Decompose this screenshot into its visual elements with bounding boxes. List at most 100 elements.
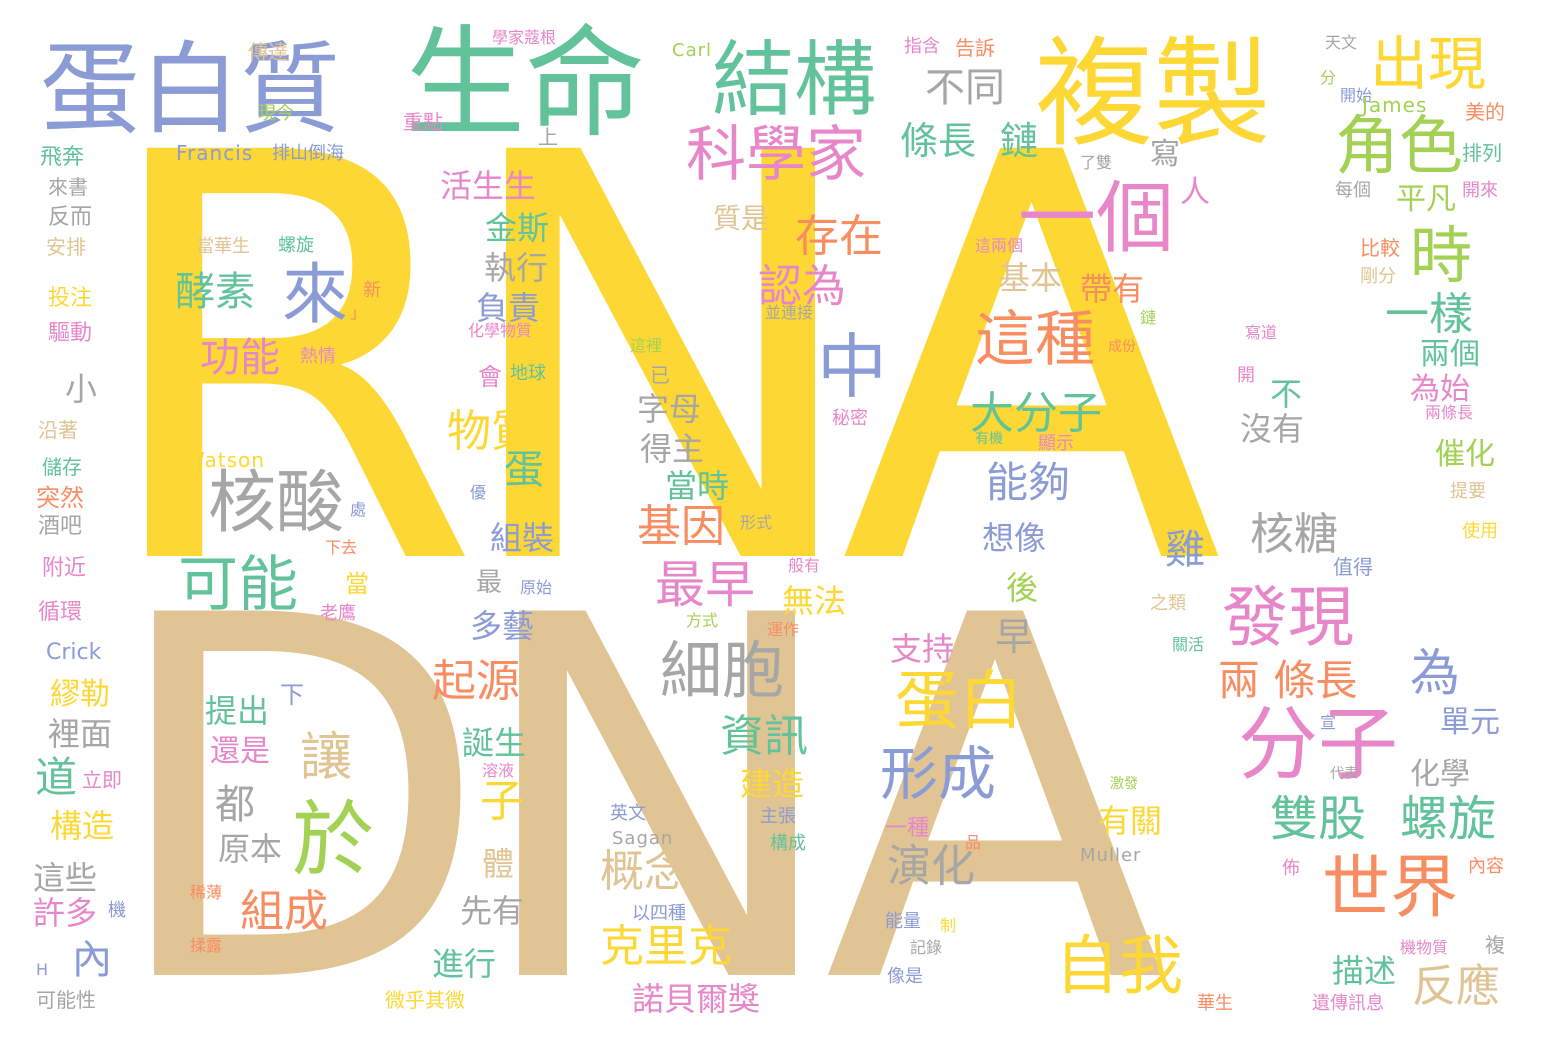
word-xiaqu: 下去 (325, 538, 358, 557)
word-bingliangjie: 並連接 (765, 303, 814, 322)
word-zhi: 制 (940, 916, 957, 935)
word-fenzi: 分子 (1238, 698, 1398, 791)
word-yingwen: 英文 (610, 803, 646, 824)
word-gainian: 概念 (600, 846, 688, 897)
word-mimi: 秘密 (832, 408, 868, 429)
word-xibo: 稀薄 (190, 883, 223, 902)
word-paishan: 排山倒海 (272, 143, 344, 164)
word-fujin: 附近 (42, 556, 87, 581)
word-limian: 裡面 (48, 715, 113, 753)
word-kai: 開 (1237, 365, 1255, 386)
word-huoshengsheng: 活生生 (440, 167, 537, 205)
word-chucun: 儲存 (42, 455, 82, 479)
word-dafenzi: 大分子 (970, 388, 1102, 439)
word-zhezhong: 這種 (975, 305, 1095, 375)
word-jianzao: 建造 (740, 765, 805, 803)
word-hou: 後 (1006, 569, 1039, 607)
word-huaxue: 化學 (1410, 757, 1470, 792)
word-xuan: 宣 (1320, 713, 1337, 732)
word-weishi: 為始 (1410, 372, 1470, 407)
word-zhishi: 質是 (713, 202, 770, 235)
word-yu: 於 (292, 793, 375, 888)
word-zucheng: 組成 (240, 886, 328, 937)
word-pailie: 排列 (1462, 141, 1502, 165)
word-shiyong: 使用 (1462, 521, 1498, 542)
word-daibiao: 代表 (1330, 766, 1358, 782)
word-nengliang: 能量 (885, 911, 921, 932)
word-chuanda: 傳達 (248, 40, 288, 64)
word-meige: 每個 (1335, 180, 1371, 201)
word-nei: 內 (72, 937, 112, 983)
word-wei: 為 (1410, 644, 1460, 702)
word-dan: 蛋 (504, 447, 544, 493)
word-zhixing: 執行 (484, 249, 549, 287)
word-zhuzhang: 主張 (760, 806, 796, 827)
word-pingfan: 平凡 (1396, 182, 1456, 217)
word-xingcheng: 形成 (880, 740, 997, 808)
word-zheli: 這裡 (630, 336, 663, 355)
word-touzhu: 投注 (48, 286, 93, 311)
word-h: H (36, 960, 49, 979)
word-liji: 立即 (82, 768, 122, 792)
word-ren: 人 (1180, 175, 1210, 210)
word-laishu: 來書 (48, 175, 88, 199)
word-xin: 新 (363, 280, 381, 301)
word-danbaizhi: 蛋白質 (40, 31, 340, 148)
word-crick: Crick (46, 640, 102, 665)
word-hui: 會 (478, 363, 502, 391)
word-chu: 處 (350, 500, 367, 519)
word-diqiu: 地球 (510, 363, 546, 384)
word-faner: 反而 (48, 205, 93, 230)
word-jilu: 記錄 (910, 938, 943, 957)
word-gangfen: 剛分 (1360, 266, 1396, 287)
word-dangshi: 當時 (665, 467, 730, 505)
word-zhexie: 這些 (33, 859, 98, 897)
word-jiaosu: 酵素 (175, 269, 255, 315)
word-tiyao: 提要 (1450, 481, 1486, 502)
word-qudong: 驅動 (48, 321, 93, 346)
word-huaxuewuzhi: 化學物質 (468, 321, 533, 340)
word-yichuan: 遺傳訊息 (1312, 993, 1384, 1014)
word-xuejia: 學家蔻根 (492, 28, 557, 47)
word-dou: 都 (215, 782, 255, 828)
word-zuzhuang: 組裝 (490, 519, 555, 557)
word-nuobeier: 諾貝爾獎 (632, 980, 761, 1018)
word-feiben: 飛奔 (40, 145, 85, 170)
word-shijie: 世界 (1322, 849, 1459, 928)
word-keneng: 可能 (178, 550, 298, 620)
word-zhilei: 之類 (1150, 593, 1186, 614)
word-jinxing: 進行 (432, 945, 497, 983)
word-ti: 體 (482, 845, 515, 883)
word-zhong: 中 (817, 326, 887, 408)
word-yiyang: 一樣 (1385, 289, 1473, 340)
word-zhichi: 支持 (890, 630, 955, 668)
word-dang2: 當華生 (196, 236, 250, 257)
word-youji: 有機 (975, 431, 1003, 447)
word-rang: 讓 (300, 728, 353, 788)
word-jiyin: 基因 (637, 501, 725, 552)
word-shengming: 生命 (405, 15, 645, 154)
word-kaishi: 開始 (1340, 86, 1373, 105)
word-tiaochu: 提出 (205, 692, 270, 730)
word-jifa: 激發 (1110, 776, 1138, 792)
word-reqing: 熱情 (300, 346, 336, 367)
word-dezhu: 得主 (640, 430, 705, 468)
word-renwei: 認為 (758, 261, 846, 312)
word-xianshi: 顯示 (1038, 433, 1074, 454)
word-cuihua: 催化 (1435, 437, 1495, 472)
word-francis: Francis (176, 141, 254, 165)
word-xianyou: 先有 (460, 892, 525, 930)
word-goucheng: 構成 (770, 833, 806, 854)
word-tiaochang: 條長 (900, 119, 977, 163)
word-duoyi: 多藝 (470, 607, 535, 645)
word-zixun: 資訊 (720, 711, 808, 762)
word-liangge: 兩個 (1420, 337, 1480, 372)
word-juese: 角色 (1335, 110, 1463, 184)
word-watson: Watson (185, 448, 265, 472)
word-lian: 鏈 (1000, 119, 1039, 163)
word-gongneng: 功能 (200, 335, 280, 381)
word-fu: 複 (1485, 933, 1505, 957)
word-yisizhong: 以四種 (632, 903, 686, 924)
word-xiao: 小 (65, 370, 98, 408)
